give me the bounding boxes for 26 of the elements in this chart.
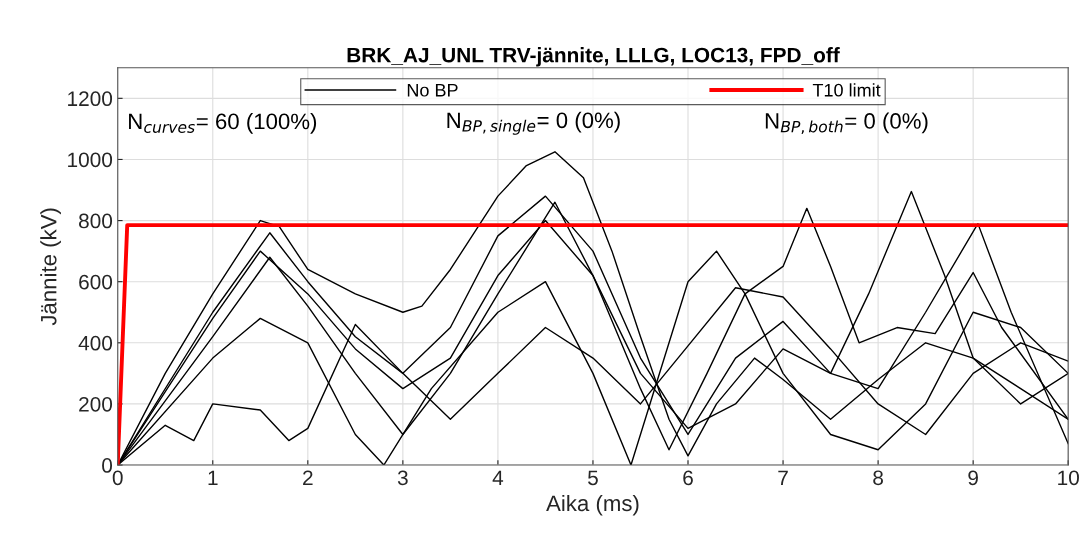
x-axis-title: Aika (ms) <box>546 494 639 516</box>
annotation: N$_{curves}$= 60 (100%) <box>129 112 317 134</box>
annotation: N$_{BP,both}$= 0 (0%) <box>765 112 928 135</box>
x-tick-label: 9 <box>968 470 978 486</box>
x-tick-label: 7 <box>778 470 788 485</box>
x-tick-label: 8 <box>873 470 883 486</box>
y-axis-title: Jännite (kV) <box>40 208 61 326</box>
x-tick-label: 10 <box>1058 470 1079 486</box>
x-tick-label: 0 <box>112 470 123 486</box>
x-tick-label: 5 <box>588 470 598 486</box>
y-tick-label: 800 <box>79 213 113 229</box>
legend-label: T10 limit <box>812 83 881 97</box>
annotation: N$_{BP,single}$= 0 (0%) <box>447 111 620 135</box>
x-tick-label: 3 <box>397 470 408 486</box>
x-tick-label: 4 <box>492 470 504 485</box>
y-tick-label: 0 <box>102 458 113 473</box>
y-tick-label: 200 <box>79 396 113 412</box>
x-tick-label: 6 <box>683 470 693 486</box>
x-tick-label: 2 <box>303 470 313 485</box>
legend-label: No BP <box>407 83 458 97</box>
x-tick-label: 1 <box>208 470 218 485</box>
y-tick-label: 1000 <box>68 152 113 168</box>
chart-title: BRK_AJ_UNL TRV-jännite, LLLG, LOC13, FPD_off <box>347 47 840 67</box>
y-tick-label: 600 <box>79 274 113 290</box>
y-tick-label: 1200 <box>68 91 113 107</box>
y-tick-label: 400 <box>78 335 113 351</box>
